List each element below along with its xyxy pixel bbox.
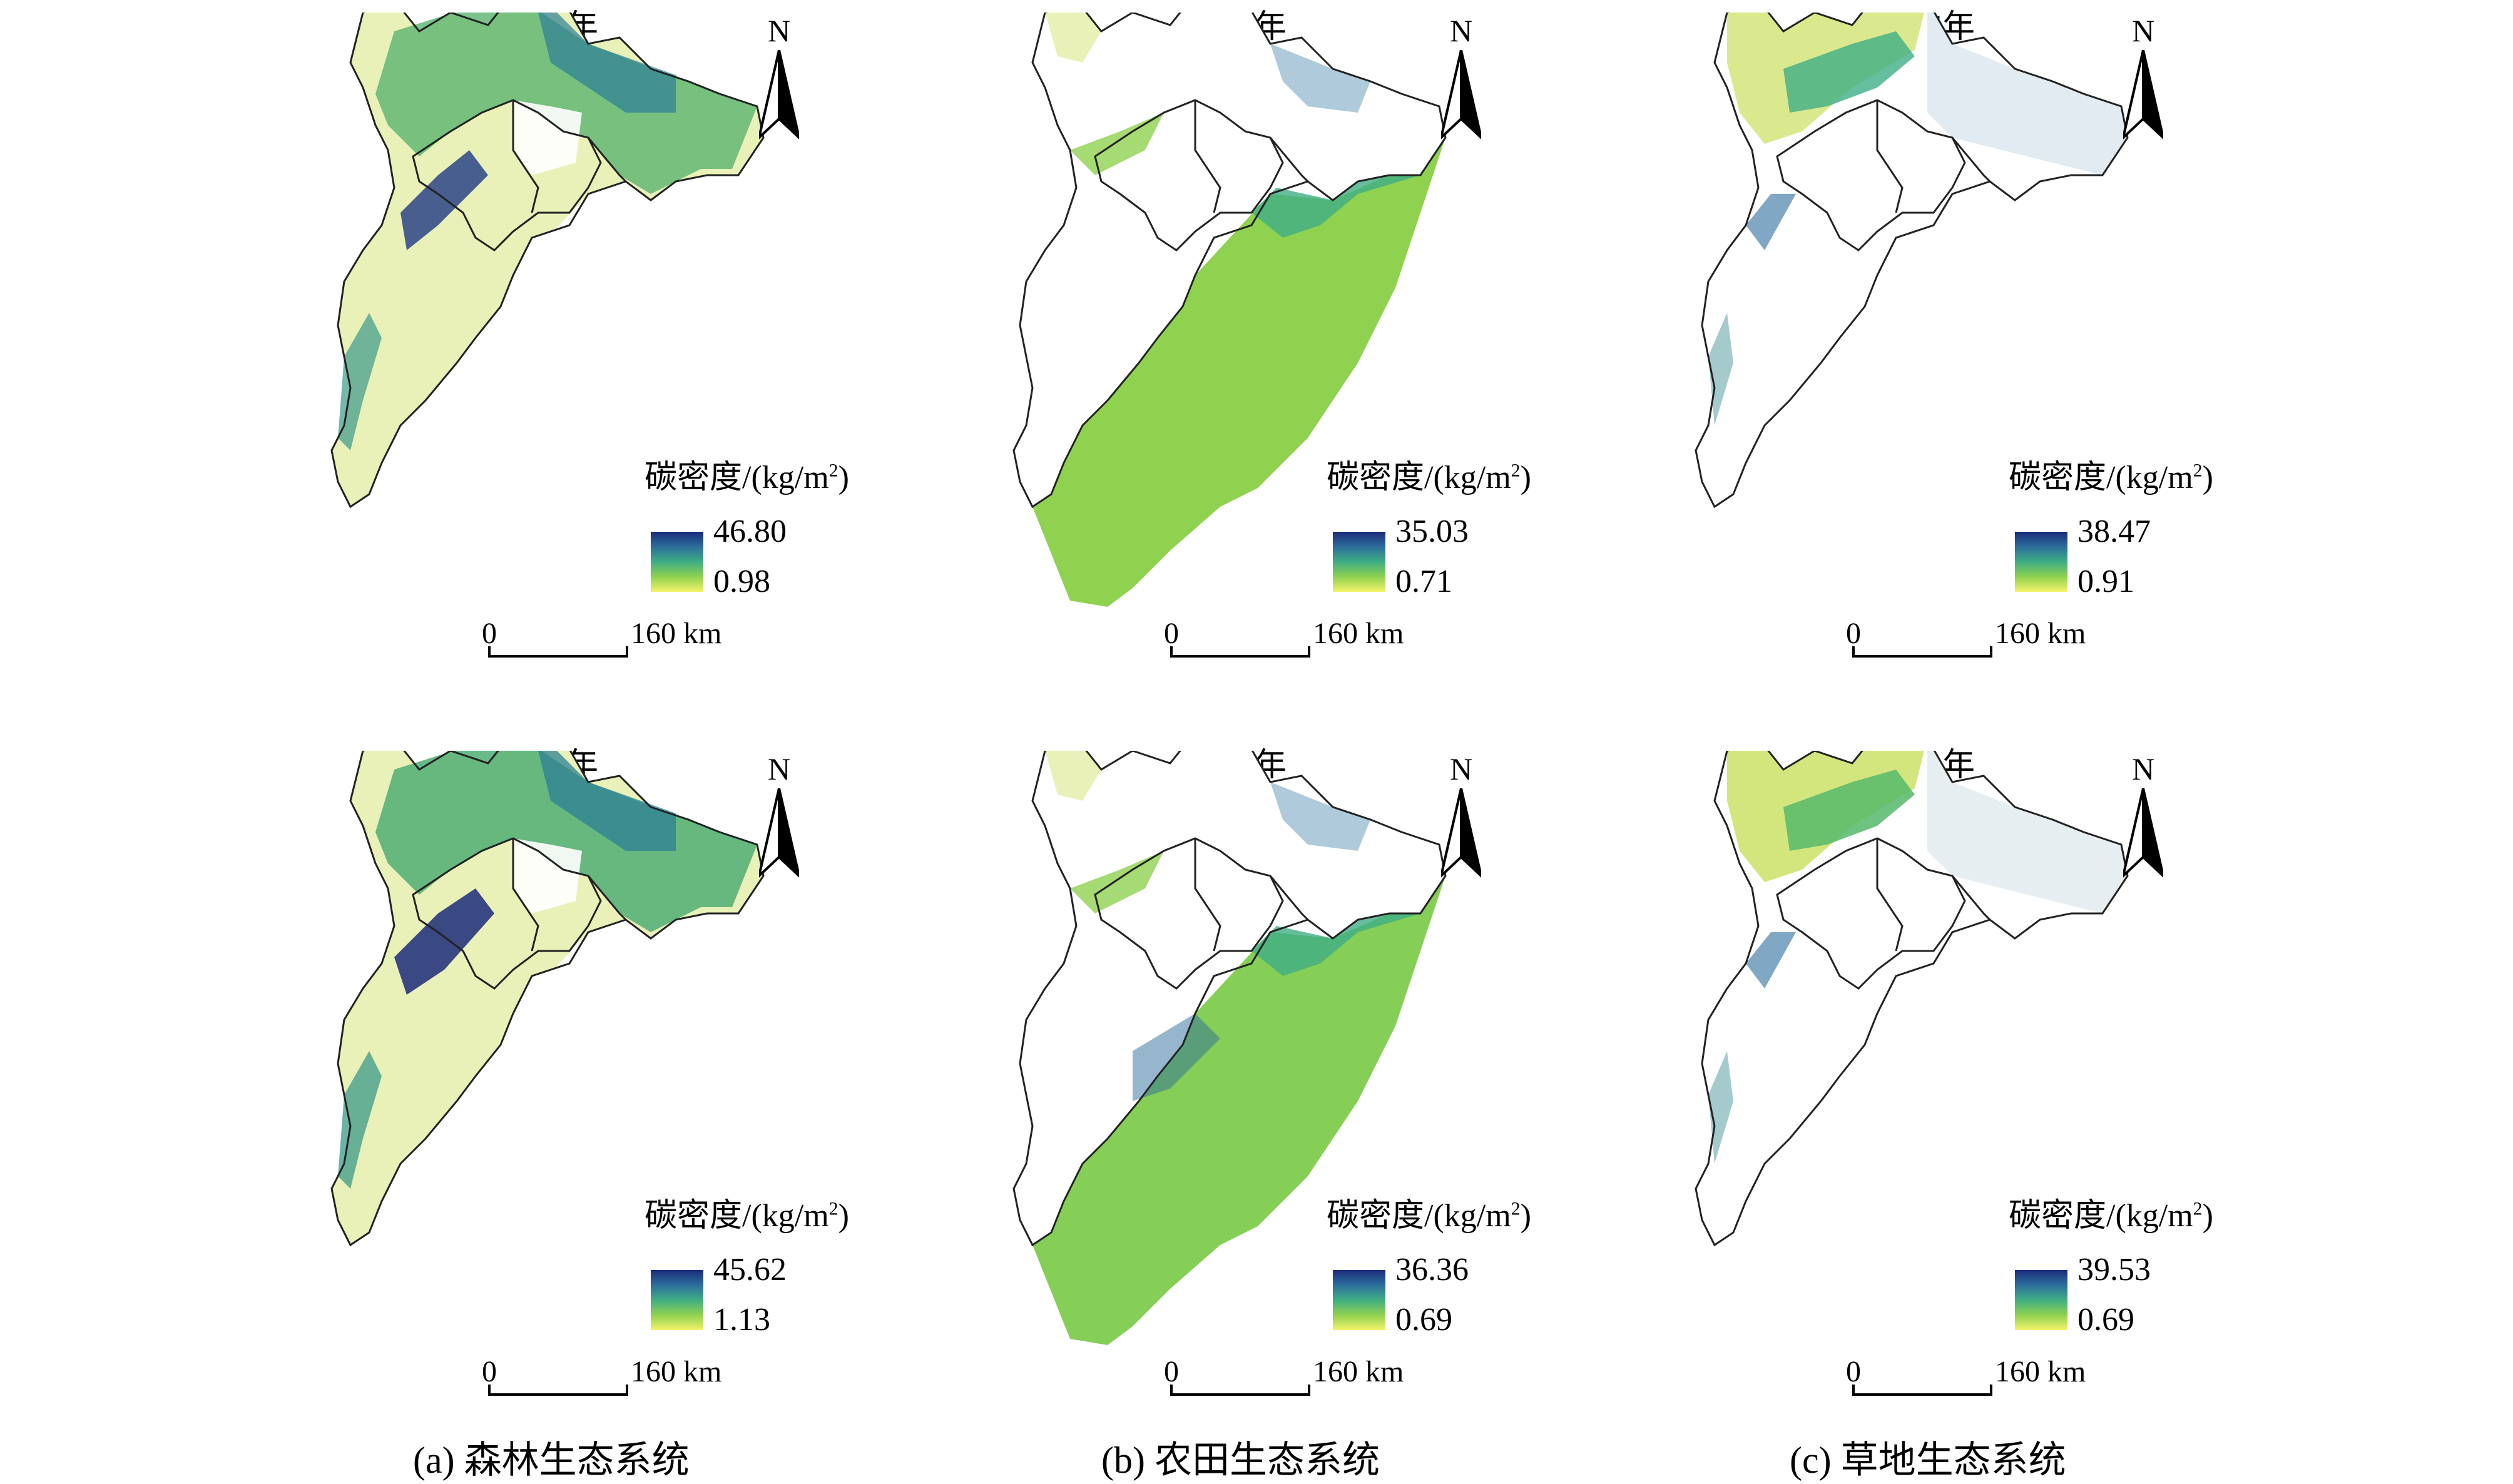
scale-zero-label: 0 xyxy=(1846,617,1861,650)
legend-max-value: 45.62 xyxy=(713,1252,787,1288)
north-arrow: N xyxy=(2115,751,2171,878)
scale-tick xyxy=(1990,1385,1992,1396)
color-ramp xyxy=(1333,532,1385,592)
legend-max-value: 38.47 xyxy=(2077,514,2151,549)
color-ramp xyxy=(651,532,703,592)
scale-tick xyxy=(1852,646,1855,658)
scale-max-label: 160 km xyxy=(1313,1355,1404,1388)
caption-forest: (a) 森林生态系统 xyxy=(413,1440,690,1481)
panel-grassland-2021: 2021年 N 碳密度/(kg/m2) 39.53 0.69 0 160 km xyxy=(1677,738,2340,1476)
scale-max-label: 160 km xyxy=(1995,617,2086,650)
north-label: N xyxy=(1449,751,1473,786)
scale-zero-label: 0 xyxy=(482,617,497,650)
legend-min-value: 0.69 xyxy=(1395,1302,1452,1338)
region-map xyxy=(330,751,765,1351)
panel-forest-2015: 2015年 N 碳密度/(kg/m2) 46.80 0.98 0 160 km xyxy=(313,0,976,738)
scale-max-label: 160 km xyxy=(631,617,722,650)
carbon-density-raster xyxy=(1696,13,2128,507)
north-arrow-icon xyxy=(1441,788,1481,878)
scale-tick xyxy=(1990,646,1992,658)
scale-tick xyxy=(488,1385,491,1396)
carbon-density-raster xyxy=(1014,751,1445,1345)
north-arrow: N xyxy=(751,751,807,878)
legend-title: 碳密度/(kg/m2) xyxy=(2009,460,2213,496)
carbon-density-raster xyxy=(1696,751,2128,1245)
scale-line xyxy=(1170,1393,1310,1396)
north-arrow-icon xyxy=(759,788,799,878)
scale-bar: 0 160 km xyxy=(1846,616,2086,666)
scale-zero-label: 0 xyxy=(1164,617,1179,650)
legend-title: 碳密度/(kg/m2) xyxy=(1327,460,1531,496)
north-label: N xyxy=(1449,13,1473,48)
scale-zero-label: 0 xyxy=(1164,1355,1179,1388)
scale-tick xyxy=(1852,1385,1855,1396)
region-map xyxy=(330,13,765,613)
scale-line xyxy=(1170,655,1310,658)
scale-max-label: 160 km xyxy=(1995,1355,2086,1388)
region-map xyxy=(1012,13,1447,607)
legend-max-value: 35.03 xyxy=(1395,514,1469,549)
carbon-density-raster xyxy=(1014,13,1445,607)
color-ramp xyxy=(2015,532,2067,592)
north-arrow-icon xyxy=(759,50,799,140)
region-map xyxy=(1695,751,2129,1246)
legend-title: 碳密度/(kg/m2) xyxy=(1327,1198,1531,1234)
scale-tick xyxy=(626,646,628,658)
panel-cropland-2021: 2021年 N 碳密度/(kg/m2) 36.36 0.69 0 160 km xyxy=(995,738,1658,1476)
north-arrow-icon xyxy=(2123,788,2163,878)
north-arrow-icon xyxy=(1441,50,1481,140)
legend-title: 碳密度/(kg/m2) xyxy=(2009,1198,2213,1234)
north-label: N xyxy=(2131,13,2155,48)
legend-min-value: 0.69 xyxy=(2077,1302,2134,1338)
scale-tick xyxy=(488,646,491,658)
scale-zero-label: 0 xyxy=(1846,1355,1861,1388)
legend-max-value: 39.53 xyxy=(2077,1252,2151,1288)
legend-max-value: 36.36 xyxy=(1395,1252,1469,1288)
scale-bar: 0 160 km xyxy=(1164,1354,1404,1405)
region-map xyxy=(1695,13,2129,508)
north-arrow: N xyxy=(2115,13,2171,140)
region-map xyxy=(1012,751,1447,1345)
north-arrow-icon xyxy=(2123,50,2163,140)
scale-line xyxy=(1852,1393,1992,1396)
scale-line xyxy=(1852,655,1992,658)
color-ramp xyxy=(2015,1270,2067,1330)
scale-tick xyxy=(626,1385,628,1396)
carbon-density-raster xyxy=(332,13,763,613)
legend-min-value: 1.13 xyxy=(713,1302,770,1338)
panel-forest-2021: 2021年 N 碳密度/(kg/m2) 45.62 1.13 0 160 km xyxy=(313,738,976,1476)
caption-cropland: (b) 农田生态系统 xyxy=(1101,1440,1380,1481)
scale-tick xyxy=(1170,1385,1173,1396)
scale-tick xyxy=(1308,1385,1310,1396)
scale-line xyxy=(488,1393,628,1396)
north-label: N xyxy=(767,751,791,786)
caption-grassland: (c) 草地生态系统 xyxy=(1790,1440,2066,1481)
legend-min-value: 0.91 xyxy=(2077,564,2134,599)
scale-max-label: 160 km xyxy=(1313,617,1404,650)
legend-min-value: 0.71 xyxy=(1395,564,1452,599)
scale-bar: 0 160 km xyxy=(482,616,721,666)
north-arrow: N xyxy=(1433,13,1489,140)
color-ramp xyxy=(651,1270,703,1330)
panel-grassland-2015: 2015年 N 碳密度/(kg/m2) 38.47 0.91 0 160 km xyxy=(1677,0,2340,738)
legend-min-value: 0.98 xyxy=(713,564,770,599)
north-arrow: N xyxy=(1433,751,1489,878)
carbon-density-raster xyxy=(332,751,763,1351)
scale-tick xyxy=(1308,646,1310,658)
scale-bar: 0 160 km xyxy=(482,1354,721,1405)
color-ramp xyxy=(1333,1270,1385,1330)
scale-tick xyxy=(1170,646,1173,658)
scale-line xyxy=(488,655,628,658)
legend-title: 碳密度/(kg/m2) xyxy=(645,460,849,496)
panel-cropland-2015: 2015年 N 碳密度/(kg/m2) 35.03 0.71 0 160 km xyxy=(995,0,1658,738)
north-label: N xyxy=(767,13,791,48)
north-arrow: N xyxy=(751,13,807,140)
scale-bar: 0 160 km xyxy=(1164,616,1404,666)
scale-zero-label: 0 xyxy=(482,1355,497,1388)
legend-max-value: 46.80 xyxy=(713,514,787,549)
scale-bar: 0 160 km xyxy=(1846,1354,2086,1405)
scale-max-label: 160 km xyxy=(631,1355,722,1388)
north-label: N xyxy=(2131,751,2155,786)
legend-title: 碳密度/(kg/m2) xyxy=(645,1198,849,1234)
